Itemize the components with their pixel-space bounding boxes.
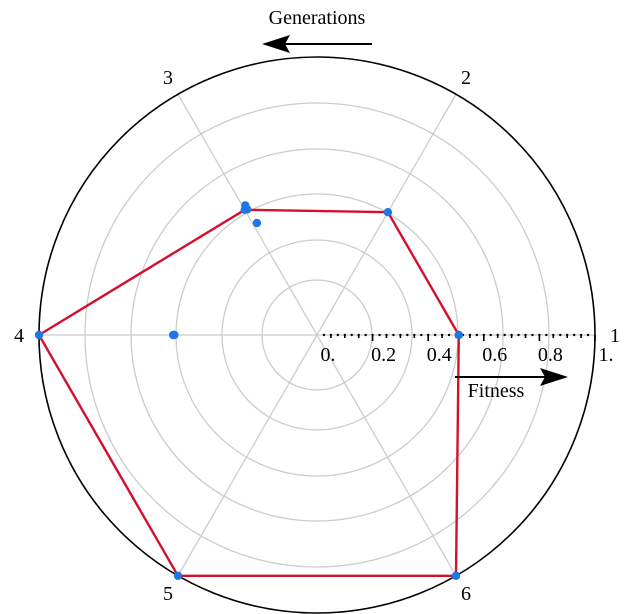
radial-dot <box>496 333 499 337</box>
data-point <box>383 208 393 217</box>
grid-spoke <box>177 334 318 577</box>
radial-dot <box>350 333 353 337</box>
radial-dot <box>440 333 444 337</box>
radial-dot <box>552 333 555 337</box>
radial-dot <box>392 333 395 337</box>
radial-dot <box>322 333 326 337</box>
radial-dot <box>510 333 513 337</box>
radial-dot <box>413 333 416 337</box>
radial-tick-label: 1. <box>599 344 614 366</box>
axis-label-2: 2 <box>461 67 471 89</box>
grid-spoke <box>177 93 318 336</box>
radial-dot <box>586 333 590 337</box>
data-point <box>173 571 183 580</box>
radial-tick-label: 0.4 <box>427 344 452 366</box>
radial-dot <box>503 333 506 337</box>
radial-dot <box>559 333 562 337</box>
radial-dot <box>468 333 472 337</box>
radial-dot <box>406 333 409 337</box>
axis-label-5: 5 <box>163 583 173 605</box>
fitness-annotation: Fitness <box>455 368 568 402</box>
radial-dot <box>329 333 333 337</box>
radial-dot <box>517 333 520 337</box>
axis-labels: 1 2 3 4 5 6 <box>14 67 620 605</box>
radial-tick-label: 0.6 <box>482 344 507 366</box>
generations-arrow-head <box>262 35 290 53</box>
points-layer <box>34 201 463 580</box>
radial-dot <box>572 333 576 337</box>
data-point <box>34 330 44 340</box>
axis-label-6: 6 <box>461 583 471 605</box>
radial-dot <box>489 333 492 337</box>
radial-dot <box>336 333 340 337</box>
radial-dot <box>545 333 548 337</box>
radial-dot <box>566 333 569 337</box>
axis-label-1: 1 <box>610 325 620 347</box>
radial-dot <box>538 333 541 337</box>
radial-tick-labels: 0. 0.2 0.4 0.6 0.8 1. <box>321 344 614 366</box>
radial-tick-label: 0.2 <box>371 344 396 366</box>
radial-dot <box>371 333 374 337</box>
series-line <box>37 208 461 577</box>
radial-dot <box>433 333 437 337</box>
fitness-label: Fitness <box>468 380 525 402</box>
generations-label: Generations <box>269 7 366 29</box>
fitness-arrow-head <box>540 368 568 386</box>
data-point <box>170 330 179 340</box>
data-point <box>454 330 463 340</box>
radial-dot <box>378 333 381 337</box>
data-point <box>243 205 252 214</box>
radial-dot <box>482 333 485 337</box>
radial-dot <box>364 333 367 337</box>
radial-dot <box>531 333 534 337</box>
radial-minor-ticks <box>322 333 596 341</box>
axis-label-3: 3 <box>163 67 173 89</box>
data-point <box>252 218 262 228</box>
grid-spoke <box>316 334 457 577</box>
radial-dot <box>357 333 360 337</box>
radial-tick-label: 0. <box>321 344 336 366</box>
axis-label-4: 4 <box>14 325 24 347</box>
radial-dot <box>427 333 430 337</box>
data-point <box>451 571 461 580</box>
radial-dot <box>447 333 451 337</box>
radial-dot <box>579 333 583 337</box>
radial-dot <box>385 333 388 337</box>
radial-dot <box>475 333 479 337</box>
generations-annotation: Generations <box>262 7 372 53</box>
radial-dot <box>420 333 423 337</box>
series-layer <box>37 208 461 577</box>
radial-dot <box>399 333 402 337</box>
radial-dot <box>343 333 346 337</box>
radial-dot <box>524 333 527 337</box>
radial-tick-label: 0.8 <box>538 344 563 366</box>
